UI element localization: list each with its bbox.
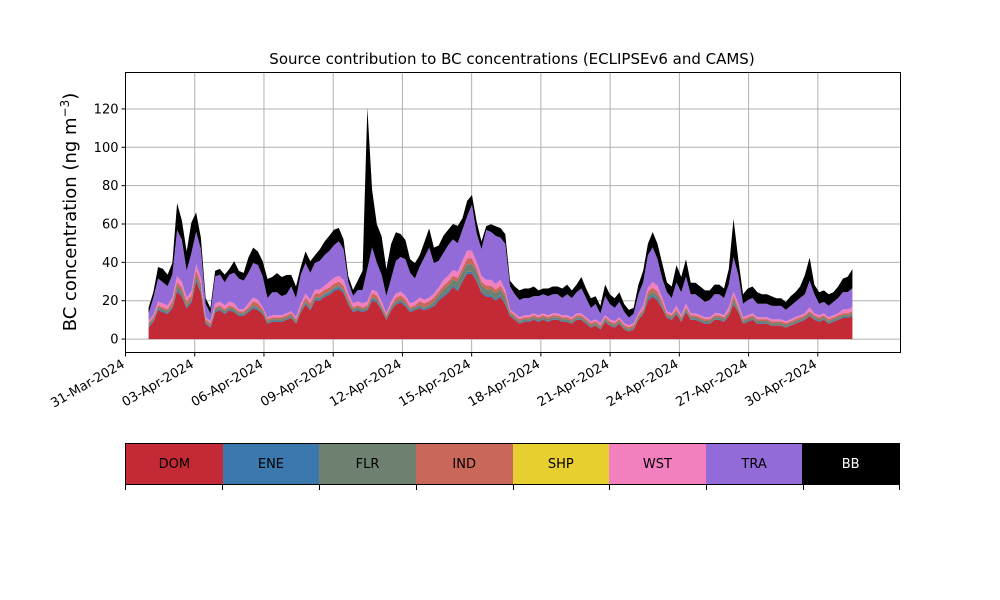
- x-tick-label: 27-Apr-2024: [673, 357, 750, 410]
- y-axis-label-sup: −3: [58, 100, 72, 118]
- x-tick-label: 03-Apr-2024: [120, 357, 197, 410]
- legend-item-wst: WST: [609, 444, 706, 484]
- legend-label: IND: [452, 456, 476, 472]
- x-tick-label: 12-Apr-2024: [327, 357, 404, 410]
- y-tick-label: 80: [102, 179, 119, 194]
- y-tick-label: 20: [102, 294, 119, 309]
- colorbar-tick: [609, 485, 611, 490]
- legend-label: WST: [642, 456, 672, 472]
- colorbar-tick: [415, 485, 417, 490]
- y-tick-label: 120: [94, 102, 119, 117]
- y-tick-label: 0: [110, 333, 118, 348]
- colorbar-tick: [899, 485, 900, 490]
- colorbar-tick: [803, 485, 805, 490]
- colorbar-tick: [125, 485, 126, 490]
- colorbar-legend: DOM ENE FLR IND SHP WST TRA BB: [125, 443, 900, 485]
- x-tick-label: 09-Apr-2024: [258, 357, 335, 410]
- area-series-tra: [148, 204, 853, 326]
- legend-item-dom: DOM: [126, 444, 223, 484]
- legend-label: DOM: [158, 456, 191, 472]
- colorbar-tick: [221, 485, 223, 490]
- area-series-ind: [148, 258, 853, 330]
- area-series-flr: [148, 264, 853, 332]
- y-tick-label: 100: [94, 141, 119, 156]
- legend-label: TRA: [741, 456, 767, 472]
- legend-item-shp: SHP: [512, 444, 610, 484]
- plot-frame: [125, 72, 901, 353]
- colorbar-tick: [706, 485, 708, 490]
- colorbar-tick: [512, 485, 514, 490]
- y-axis-label-main: BC concentration (ng m: [60, 117, 81, 331]
- colorbar-ticks: [125, 485, 900, 491]
- colorbar-tick: [318, 485, 320, 490]
- x-tick-label: 24-Apr-2024: [604, 357, 681, 410]
- y-axis-label-close: ): [60, 93, 81, 100]
- legend-item-bb: BB: [802, 444, 899, 484]
- chart-title: Source contribution to BC concentrations…: [269, 50, 754, 68]
- legend-item-ind: IND: [415, 444, 513, 484]
- y-tick-label: 40: [102, 256, 119, 271]
- x-tick-label: 21-Apr-2024: [535, 357, 612, 410]
- legend-label: SHP: [547, 456, 574, 472]
- legend-label: BB: [841, 456, 860, 472]
- y-tick-label: 60: [102, 218, 119, 233]
- x-tick-label: 30-Apr-2024: [743, 357, 820, 410]
- legend-item-ene: ENE: [222, 444, 320, 484]
- legend-label: FLR: [355, 456, 380, 472]
- x-tick-label: 15-Apr-2024: [397, 357, 474, 410]
- area-layer: [148, 107, 853, 340]
- legend-item-tra: TRA: [705, 444, 803, 484]
- x-tick-label: 31-Mar-2024: [48, 357, 127, 411]
- x-tick-label: 06-Apr-2024: [189, 357, 266, 410]
- area-series-wst: [148, 250, 853, 328]
- legend-label: ENE: [257, 456, 285, 472]
- legend-item-flr: FLR: [319, 444, 416, 484]
- x-tick-label: 18-Apr-2024: [466, 357, 543, 410]
- area-series-dom: [148, 273, 853, 340]
- y-axis-label: BC concentration (ng m−3): [58, 93, 81, 332]
